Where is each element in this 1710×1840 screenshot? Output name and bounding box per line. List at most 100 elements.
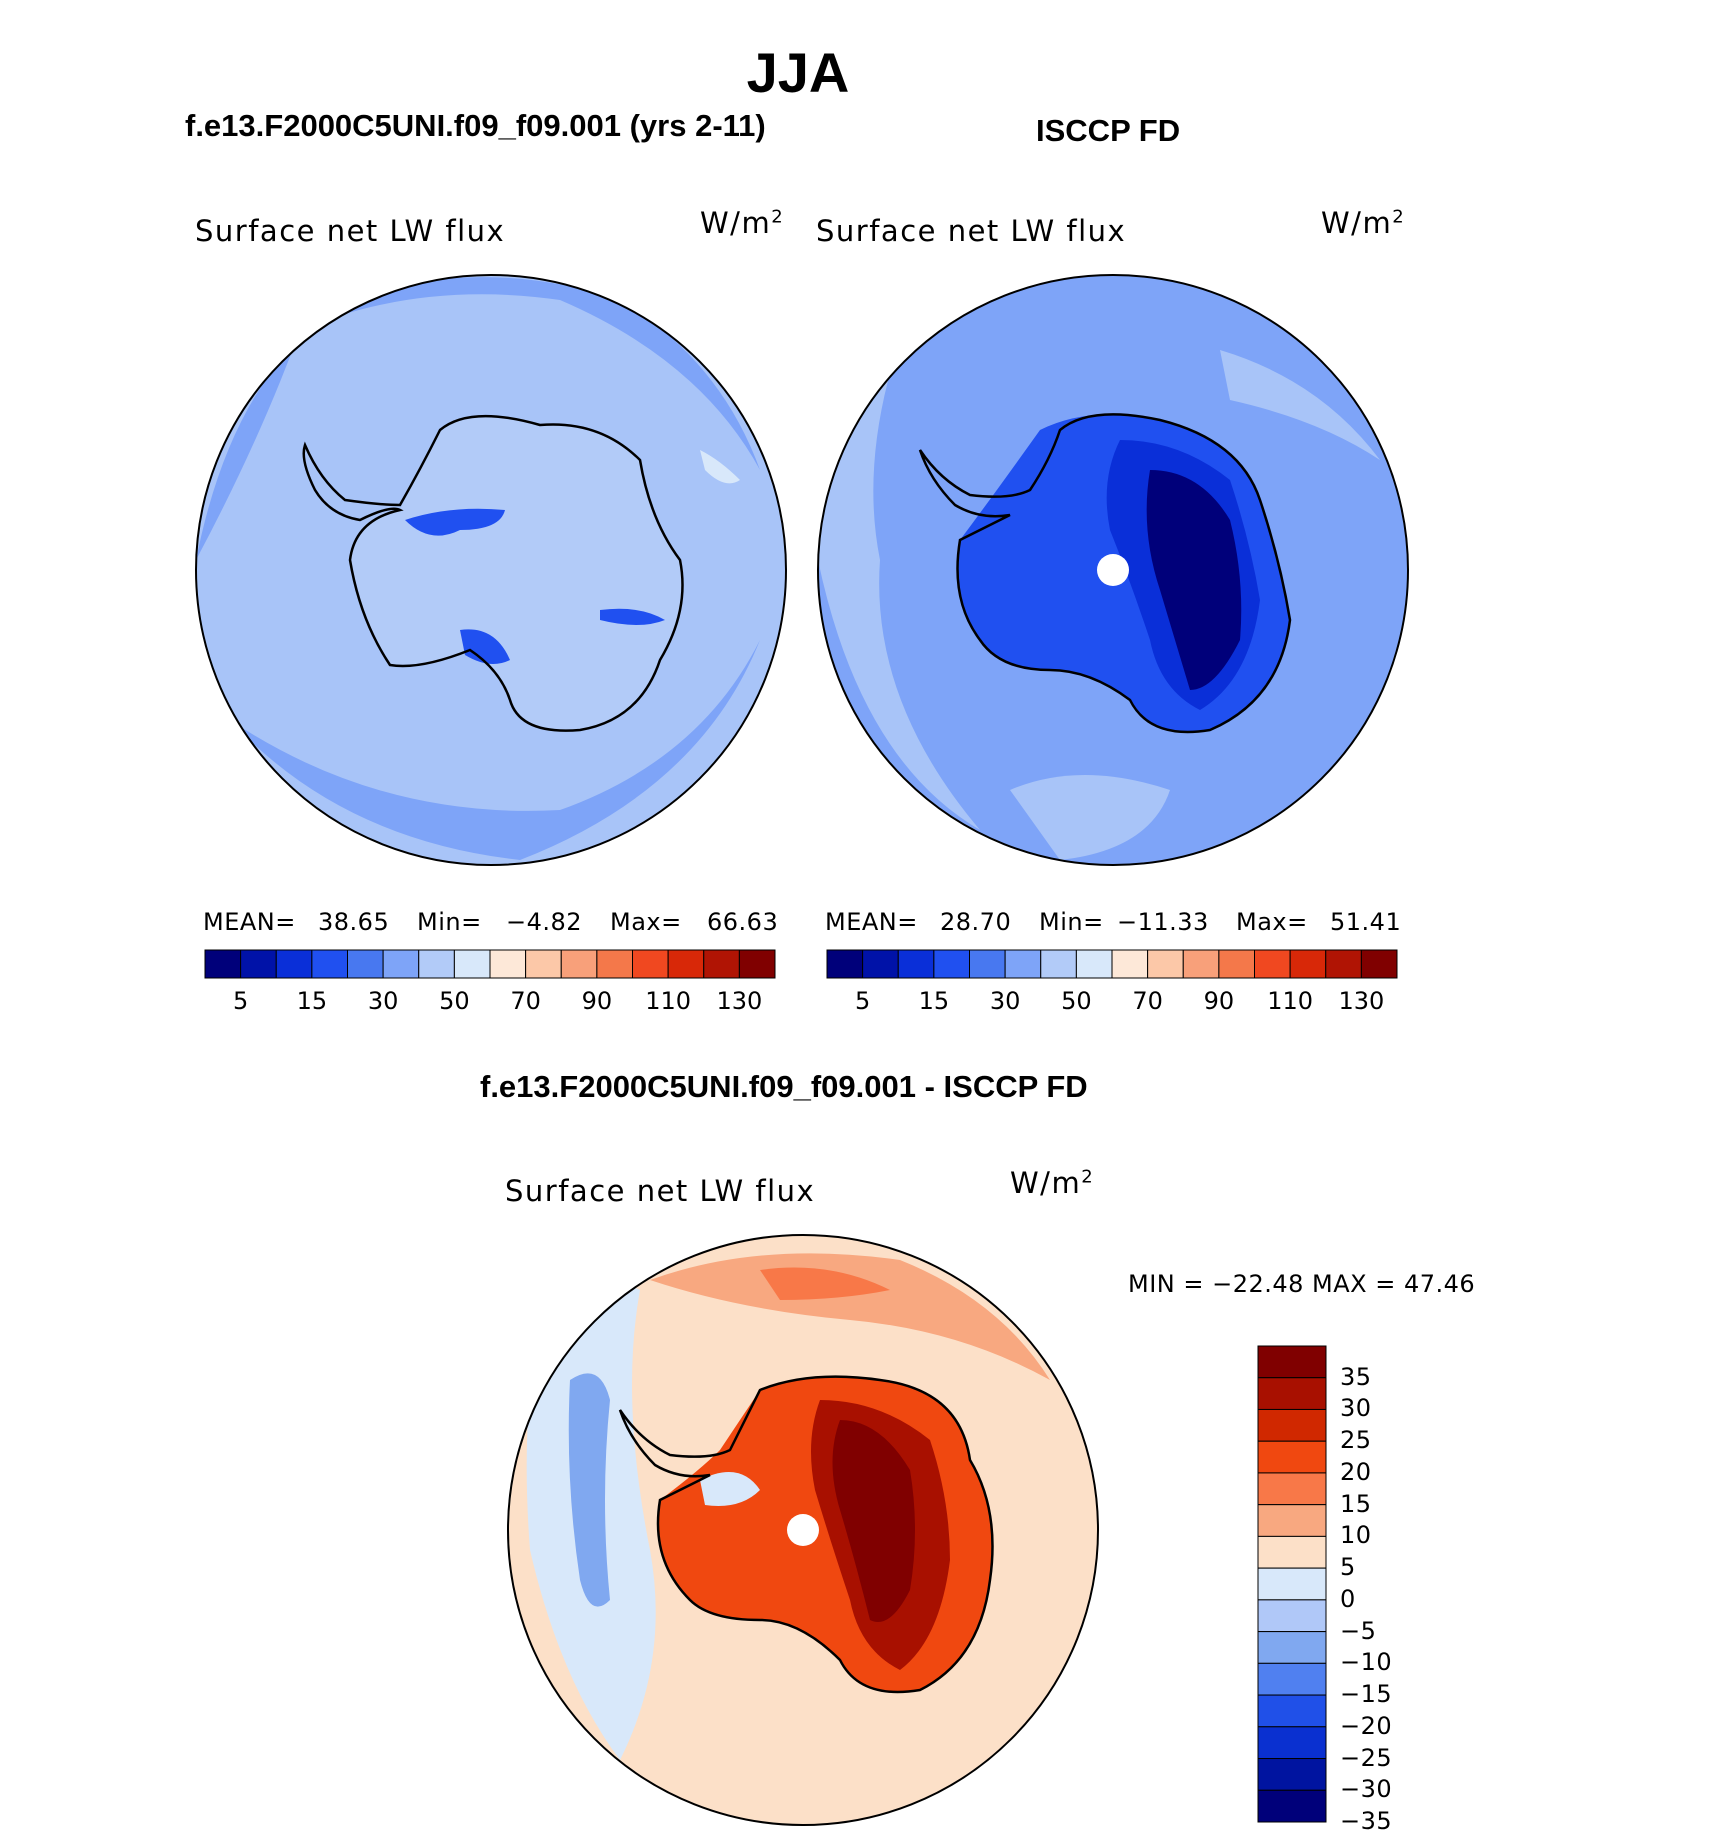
panel-1-colorbar [204, 949, 776, 979]
colorbar-swatch [1257, 1345, 1327, 1379]
colorbar-swatch [933, 949, 970, 979]
colorbar-tick-label: 130 [716, 987, 763, 1015]
panel-2-max-label: Max= [1236, 908, 1308, 936]
colorbar-tick-label: 20 [1340, 1457, 1372, 1486]
panel-3-pole-hole [787, 1514, 819, 1546]
panel-2-ocean-light-west [818, 340, 980, 830]
panel-2-subtitle: ISCCP FD [1036, 113, 1181, 148]
colorbar-swatch [738, 949, 776, 979]
colorbar-swatch [1257, 1440, 1327, 1474]
panel-2-variable-label: Surface net LW flux [816, 214, 1127, 248]
colorbar-swatch [1257, 1631, 1327, 1664]
colorbar-swatch [1257, 1377, 1327, 1410]
colorbar-tick-label: 30 [1340, 1394, 1372, 1423]
colorbar-swatch [632, 949, 669, 979]
colorbar-swatch [382, 949, 420, 979]
colorbar-swatch [1325, 949, 1362, 979]
panel-2-ocean-light-south [1010, 775, 1170, 860]
colorbar-tick-label: 130 [1338, 987, 1385, 1015]
figure-title: JJA [746, 41, 850, 104]
panel-2-mean-label: MEAN= [825, 908, 918, 936]
colorbar-tick-label: 15 [296, 987, 328, 1015]
panel-1-variable-label: Surface net LW flux [195, 214, 506, 248]
colorbar-swatch [489, 949, 527, 979]
panel-1-continent-field [350, 416, 683, 731]
colorbar-tick-label: −10 [1340, 1648, 1393, 1677]
panel-2-mean-value: 28.70 [940, 908, 1012, 936]
colorbar-swatch [1257, 1758, 1327, 1791]
colorbar-swatch [1257, 1472, 1327, 1506]
colorbar-tick-label: 25 [1340, 1426, 1372, 1455]
colorbar-tick-label: −15 [1340, 1680, 1393, 1709]
colorbar-swatch [1147, 949, 1184, 979]
colorbar-swatch [1289, 949, 1327, 979]
colorbar-tick-label: 50 [1061, 987, 1092, 1015]
colorbar-swatch [560, 949, 598, 979]
panel-3-continent-neg [700, 1472, 760, 1506]
colorbar-swatch [1075, 949, 1113, 979]
panel-3-ocean-pos-north-2 [760, 1267, 890, 1300]
colorbar-tick-label: 110 [1267, 987, 1314, 1015]
colorbar-swatch [1218, 949, 1255, 979]
panel-2-min-value: −11.33 [1117, 908, 1209, 936]
panel-1-units: W/m2 [700, 206, 785, 240]
colorbar-swatch [453, 949, 491, 979]
colorbar-tick-label: 30 [989, 987, 1021, 1015]
panel-1-coastline [302, 414, 684, 732]
panel-2-continent-lowest [1146, 470, 1242, 690]
colorbar-swatch [204, 949, 242, 979]
colorbar-tick-label: −5 [1340, 1616, 1377, 1645]
colorbar-tick-label: 90 [1203, 987, 1235, 1015]
colorbar-swatch [347, 949, 384, 979]
panel-3-units: W/m2 [1010, 1166, 1095, 1200]
colorbar-tick-label: 90 [581, 987, 613, 1015]
colorbar-swatch [1111, 949, 1149, 979]
panel-3-colorbar [1257, 1345, 1327, 1823]
colorbar-swatch [703, 949, 740, 979]
colorbar-tick-label: 50 [439, 987, 470, 1015]
panel-1-low-3 [460, 629, 510, 664]
colorbar-swatch [1182, 949, 1220, 979]
colorbar-swatch [1257, 1535, 1327, 1569]
colorbar-swatch [525, 949, 562, 979]
panel-2-colorbar [826, 949, 1398, 979]
colorbar-swatch [1257, 1599, 1327, 1633]
colorbar-tick-label: −35 [1340, 1807, 1393, 1835]
panel-1-map-border [195, 274, 787, 866]
panel-2-ocean-light-north [1220, 350, 1380, 460]
panel-3-continent-highest [832, 1420, 915, 1622]
colorbar-tick-label: 15 [918, 987, 950, 1015]
panel-3-min-max: MIN = −22.48 MAX = 47.46 [1128, 1270, 1476, 1298]
panel-1-low-1 [405, 508, 505, 536]
colorbar-swatch [1257, 1726, 1327, 1760]
colorbar-swatch [897, 949, 935, 979]
panel-1-low-2 [600, 608, 665, 625]
colorbar-swatch [275, 949, 313, 979]
colorbar-swatch [1360, 949, 1398, 979]
colorbar-tick-label: −30 [1340, 1775, 1393, 1804]
colorbar-swatch [1257, 1694, 1327, 1728]
colorbar-swatch [418, 949, 455, 979]
colorbar-swatch [1040, 949, 1077, 979]
colorbar-tick-label: 30 [367, 987, 399, 1015]
panel-2-map-border [817, 274, 1409, 866]
panel-2-min-label: Min= [1039, 908, 1104, 936]
colorbar-tick-label: 5 [1340, 1553, 1356, 1582]
colorbar-tick-label: 5 [854, 987, 871, 1015]
colorbar-swatch [311, 949, 348, 979]
panel-1-ocean-band-south [230, 640, 760, 860]
colorbar-swatch [1254, 949, 1291, 979]
panel-3-map [508, 1235, 1098, 1825]
colorbar-tick-label: 0 [1340, 1584, 1356, 1613]
panel-2-coastline [918, 413, 1292, 734]
panel-1-min-value: −4.82 [506, 908, 583, 936]
panel-1-mean-value: 38.65 [318, 908, 390, 936]
colorbar-tick-label: 110 [645, 987, 692, 1015]
colorbar-swatch [1257, 1408, 1327, 1442]
panel-1-min-label: Min= [417, 908, 482, 936]
panel-3-subtitle: f.e13.F2000C5UNI.f09_f09.001 - ISCCP FD [480, 1069, 1088, 1104]
colorbar-swatch [1257, 1789, 1327, 1823]
panel-1-max-label: Max= [610, 908, 682, 936]
colorbar-swatch [826, 949, 864, 979]
colorbar-swatch [667, 949, 705, 979]
